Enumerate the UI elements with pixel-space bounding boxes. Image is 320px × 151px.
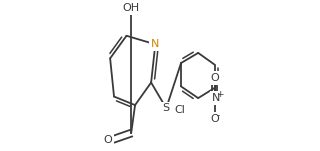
Text: OH: OH	[123, 3, 140, 13]
Text: O: O	[103, 135, 112, 145]
Text: -: -	[217, 111, 220, 120]
Text: O: O	[210, 114, 219, 124]
Text: Cl: Cl	[174, 105, 185, 115]
Text: +: +	[216, 90, 224, 99]
Text: S: S	[163, 103, 170, 113]
Text: N: N	[151, 39, 159, 49]
Text: N: N	[212, 93, 220, 103]
Text: O: O	[210, 73, 219, 83]
